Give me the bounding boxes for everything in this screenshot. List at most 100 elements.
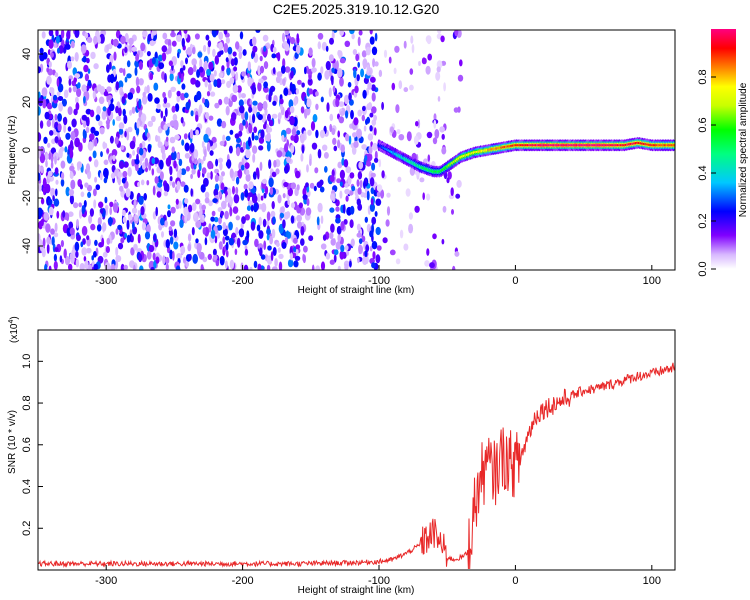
spectrogram-cell [235,176,240,185]
spectrogram-cell [347,81,352,88]
spectrogram-cell [286,156,292,164]
spectrogram-cell [226,250,229,258]
spectrogram-cell [224,210,229,220]
spectrogram-cell [244,248,249,256]
spectrogram-cell [201,141,205,148]
spectrogram-cell [86,247,92,254]
spectrogram-cell [306,198,310,207]
spectrogram-cell [168,230,174,237]
spectrogram-cell [297,79,302,85]
spectrogram-cell [191,168,196,175]
spectrogram-cell [454,251,460,257]
spectrogram-cell [248,114,252,124]
spectrogram-cell [312,114,318,123]
spectrogram-cell [157,182,163,188]
spectrogram-cell [165,136,169,142]
spectrogram-cell [133,264,136,270]
spectrogram-cell [233,66,238,72]
spectrogram-cell [451,209,454,215]
spectrogram-cell [217,207,223,213]
spectrogram-cell [203,177,209,187]
spectrogram-cell [92,150,97,159]
spectrogram-cell [222,221,227,230]
spectrogram-cell [39,47,44,54]
spectrogram-cell [259,161,263,171]
spectrogram-cell [422,192,426,200]
spectrogram-cell [214,174,219,183]
spectrogram-cell [264,186,269,195]
spectrogram-cell [295,88,299,95]
spectrogram-cell [138,61,143,70]
spectrogram-cell [357,61,361,68]
spectrogram-cell [370,198,374,206]
spectrogram-cell [364,155,368,162]
spectrogram-cell [101,237,105,247]
spectrogram-cell [102,141,106,150]
spectrogram-cell [221,79,226,85]
spectrogram-cell [94,239,98,246]
spectrogram-cell [163,124,168,131]
spectrogram-cell [140,42,146,52]
spectrogram-cell [348,135,352,145]
spectrogram-cell [365,160,372,167]
spectrogram-cell [277,247,281,253]
spectrogram-cell [98,96,105,105]
spectrogram-cell [212,248,217,256]
spectrogram-cell [76,88,82,97]
spectrogram-cell [437,30,442,34]
spectrogram-cell [335,241,341,250]
spectrogram-cell [126,73,132,79]
spectrogram-cell [134,214,139,222]
spectrogram-cell [112,119,115,126]
spectrogram-cell [208,200,213,207]
spectrogram-cell [235,186,239,195]
spectrogram-cell [349,172,355,179]
spectrogram-cell [337,233,342,243]
top-x-tick-label: -100 [368,275,390,287]
spectrogram-cell [137,209,141,217]
spectrogram-cell [141,95,148,105]
bottom-y-tick-label: 0.8 [21,395,33,410]
spectrogram-cell [317,72,322,81]
spectrogram-cell [126,130,130,141]
spectrogram-cell [278,253,284,259]
spectrogram-cell [409,68,414,75]
spectrogram-cell [38,183,42,192]
spectrogram-cell [180,116,184,124]
spectrogram-cell [393,67,397,75]
spectrogram-cell [371,216,377,225]
spectrogram-cell [389,249,396,256]
spectrogram-cell [106,237,111,245]
spectrogram-cell [50,161,54,169]
spectrogram-cell [271,171,277,178]
spectrogram-cell [320,66,324,74]
spectrogram-cell [178,158,183,167]
spectrogram-cell [268,177,274,188]
spectrogram-cell [176,94,180,103]
spectrogram-cell [181,83,186,90]
spectrogram-cell [195,129,200,136]
spectrogram-cell [362,89,367,99]
spectrogram-cell [41,87,48,97]
spectrogram-cell [369,112,374,118]
spectrogram-cell [74,30,80,39]
spectrogram-cell [93,251,97,258]
spectrogram-cell [257,263,262,270]
spectrogram-cell [51,89,55,98]
spectrogram-cell [136,120,140,129]
spectrogram-cell [135,76,140,87]
spectrogram-cell [162,91,166,99]
spectrogram-cell [345,110,349,119]
spectrogram-cell [317,41,321,50]
spectrogram-cell [167,210,171,218]
spectrogram-cell [325,252,331,260]
spectrogram-cell [268,159,272,170]
spectrogram-cell [43,212,49,221]
spectrogram-cell [403,243,409,251]
spectrogram-cell [204,79,208,88]
spectrogram-cell [223,30,228,35]
spectrogram-cell [68,189,75,196]
spectrogram-cell [74,73,81,79]
spectrogram-cell [203,133,209,143]
